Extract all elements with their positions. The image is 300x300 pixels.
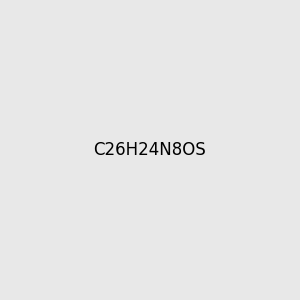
Text: C26H24N8OS: C26H24N8OS <box>94 141 206 159</box>
